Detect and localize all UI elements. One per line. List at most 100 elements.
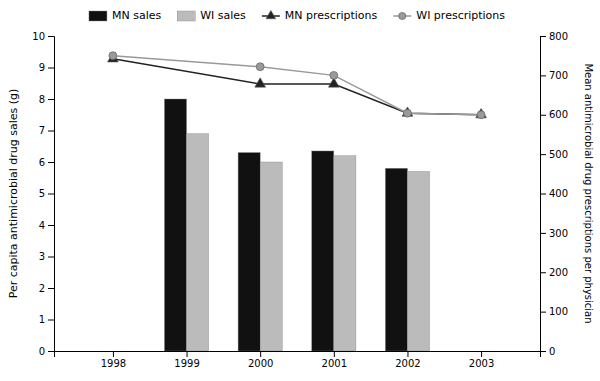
legend-swatch: [89, 11, 107, 21]
y-axis-tick-mark: [48, 320, 54, 321]
bar: [164, 99, 186, 351]
y-axis-tick-label: 0: [39, 346, 45, 357]
y2-axis-tick: 200: [540, 267, 568, 278]
y2-axis-tick-label: 700: [549, 70, 568, 81]
y2-axis-tick: 700: [540, 70, 568, 81]
y2-axis-tick-mark: [540, 351, 546, 352]
x-axis-line: [55, 352, 541, 358]
line: [113, 56, 481, 115]
bar: [407, 171, 429, 351]
y-axis-tick-label: 5: [39, 188, 45, 199]
bar: [187, 134, 209, 351]
x-axis-tick-mark: [187, 351, 188, 357]
y2-axis-tick: 600: [540, 109, 568, 120]
y2-axis-title: Mean antimicrobial drug prescriptions pe…: [583, 63, 594, 323]
y2-axis-tick-mark: [540, 154, 546, 155]
y-axis-tick: 7: [39, 125, 54, 136]
y-axis-tick-label: 8: [39, 94, 45, 105]
legend-item: WI prescriptions: [393, 9, 505, 22]
y-axis-tick-label: 2: [39, 283, 45, 294]
y-axis-tick-mark: [48, 288, 54, 289]
y2-axis-tick: 800: [540, 31, 568, 42]
y-axis-tick-label: 9: [39, 62, 45, 73]
y2-axis-tick: 300: [540, 228, 568, 239]
y2-axis-tick-label: 800: [549, 31, 568, 42]
y2-axis-tick-mark: [540, 75, 546, 76]
y-axis-tick-mark: [48, 131, 54, 132]
x-axis-tick: 2003: [469, 351, 494, 369]
y2-axis-tick-label: 0: [549, 346, 555, 357]
y-axis-tick: 6: [39, 157, 54, 168]
y2-axis-tick-mark: [540, 272, 546, 273]
x-axis-tick-mark: [407, 351, 408, 357]
y2-axis-line: [541, 37, 547, 352]
y-axis-tick-mark: [48, 36, 54, 37]
bar-series: [164, 99, 407, 351]
y-axis-tick: 5: [39, 188, 54, 199]
y-axis-tick-mark: [48, 225, 54, 226]
legend-label: MN prescriptions: [285, 9, 378, 22]
x-axis-tick-mark: [334, 351, 335, 357]
point: [476, 109, 487, 118]
y-axis-tick: 10: [32, 31, 54, 42]
bar: [334, 156, 356, 351]
line: [113, 59, 481, 115]
bar: [260, 162, 282, 351]
plot-area: [108, 52, 487, 351]
point: [403, 109, 411, 117]
x-axis-tick: 1999: [174, 351, 199, 369]
x-axis: 1998 1999 2000 2001 2002 2003: [55, 351, 541, 369]
y-axis-tick-label: 4: [39, 220, 45, 231]
y-axis-line: [48, 37, 55, 352]
chart: 1998199920002001200220030123456789100100…: [0, 0, 600, 381]
x-axis-tick: 2000: [248, 351, 273, 369]
y2-axis-tick: 0: [540, 346, 555, 357]
x-axis-tick-mark: [260, 351, 261, 357]
legend-marker: [266, 10, 276, 18]
legend-marker: [399, 12, 406, 19]
x-axis-tick: 2001: [322, 351, 347, 369]
y2-axis-tick-mark: [540, 115, 546, 116]
bar: [238, 153, 260, 351]
bar: [385, 168, 407, 351]
point: [330, 71, 338, 79]
legend-item: MN sales: [89, 9, 162, 22]
y2-axis-tick-label: 300: [549, 228, 568, 239]
y2-axis-tick-mark: [540, 194, 546, 195]
x-axis-tick-label: 2002: [395, 358, 420, 369]
point: [255, 78, 266, 87]
y2-axis-tick-label: 400: [549, 188, 568, 199]
legend-item: WI sales: [177, 9, 246, 22]
y2-axis-tick-label: 200: [549, 267, 568, 278]
y-axis-tick: 0: [39, 346, 54, 357]
y-axis-tick: 9: [39, 62, 54, 73]
legend-label: WI prescriptions: [416, 9, 505, 22]
y-axis-tick-label: 10: [32, 31, 45, 42]
legend-item: MN prescriptions: [262, 9, 378, 22]
y-axis-tick-mark: [48, 351, 54, 352]
x-axis-tick-label: 2001: [322, 358, 347, 369]
y-axis-title: Per capita antimicrobial drug sales (g): [7, 89, 20, 299]
line-series: [109, 52, 485, 119]
y2-axis-tick: 500: [540, 149, 568, 160]
y-axis-tick: 8: [39, 94, 54, 105]
y2-axis-tick-mark: [540, 36, 546, 37]
point: [109, 52, 117, 60]
y2-axis-tick: 100: [540, 306, 568, 317]
point: [402, 107, 413, 116]
y-axis-tick-mark: [48, 257, 54, 258]
legend-label: WI sales: [200, 9, 246, 22]
legend: MN sales WI sales MN prescriptions WI presc…: [89, 9, 505, 22]
x-axis-tick-label: 1998: [101, 358, 126, 369]
x-axis-tick-label: 2003: [469, 358, 494, 369]
point: [108, 53, 119, 62]
y2-axis-tick-label: 500: [549, 149, 568, 160]
y2-axis-tick-mark: [540, 312, 546, 313]
y2-axis-tick: 400: [540, 188, 568, 199]
y-axis-tick-label: 3: [39, 251, 45, 262]
y-axis: 012345678910: [32, 31, 54, 357]
y-axis-tick-mark: [48, 194, 54, 195]
legend-swatch: [177, 11, 195, 21]
y2-axis-tick-label: 100: [549, 306, 568, 317]
y2-axis-tick-mark: [540, 233, 546, 234]
